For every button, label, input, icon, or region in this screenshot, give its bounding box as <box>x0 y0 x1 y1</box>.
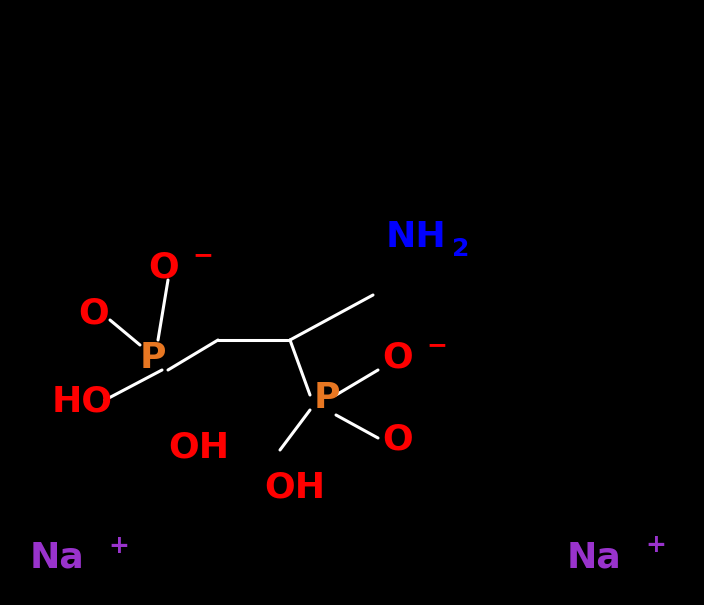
Text: −: − <box>192 243 213 267</box>
Text: O: O <box>382 341 413 375</box>
Text: OH: OH <box>168 431 229 465</box>
Text: Na: Na <box>567 540 622 574</box>
Text: +: + <box>108 534 129 558</box>
Text: 2: 2 <box>452 237 470 261</box>
Text: Na: Na <box>30 541 84 575</box>
Text: P: P <box>314 381 341 415</box>
Text: HO: HO <box>52 385 113 419</box>
Text: O: O <box>78 297 108 331</box>
Text: OH: OH <box>264 471 325 505</box>
Text: NH: NH <box>386 220 447 254</box>
Text: O: O <box>382 423 413 457</box>
Text: P: P <box>140 341 167 375</box>
Text: −: − <box>426 333 447 357</box>
Text: O: O <box>148 251 179 285</box>
Text: +: + <box>645 533 666 557</box>
